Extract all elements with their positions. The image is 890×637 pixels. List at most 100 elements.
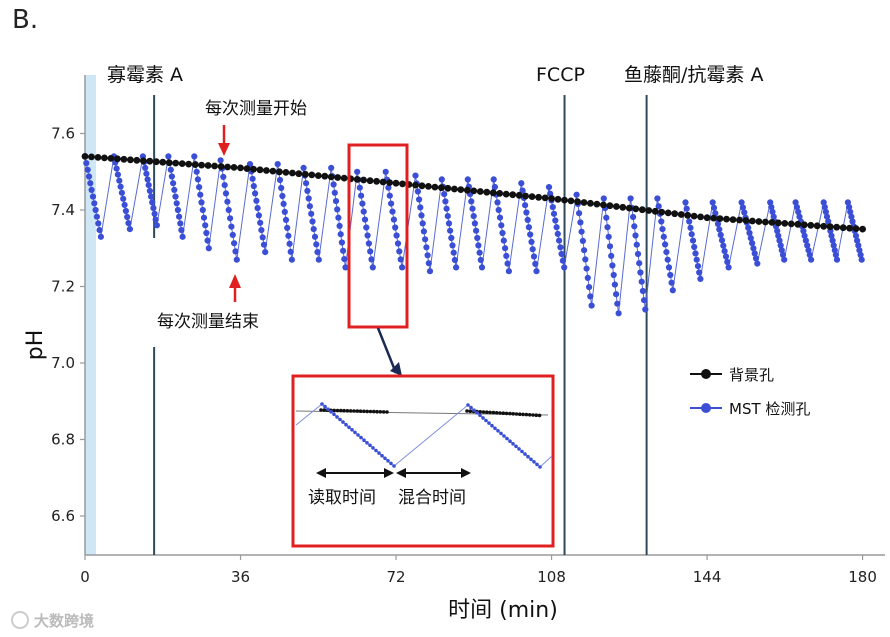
background-data-point <box>230 164 238 171</box>
inset-background-point <box>322 408 327 412</box>
mst-data-point <box>608 252 615 259</box>
mst-data-point <box>505 268 512 275</box>
inset-background-point <box>378 410 383 414</box>
background-data-point <box>489 189 497 197</box>
mst-data-point <box>821 204 828 211</box>
mst-data-point <box>278 184 285 192</box>
mst-data-point <box>768 204 775 211</box>
background-data-point <box>198 161 206 169</box>
mst-data-point <box>89 193 97 200</box>
mst-data-point <box>332 198 340 205</box>
mst-data-point <box>738 199 745 206</box>
background-data-point <box>178 160 186 168</box>
background-data-point <box>107 155 115 162</box>
background-data-point <box>379 178 387 186</box>
background-data-point <box>729 216 737 224</box>
x-tick-label: 72 <box>386 568 405 586</box>
mst-data-point <box>609 262 616 269</box>
mst-data-point <box>262 249 269 256</box>
background-data-point <box>308 171 316 179</box>
mst-data-point <box>796 213 803 220</box>
background-data-point <box>664 209 672 217</box>
injection-label: 鱼藤酮/抗霉素 A <box>624 64 763 86</box>
mst-data-point <box>502 245 509 252</box>
mst-data-point <box>249 175 256 182</box>
mst-data-point <box>453 264 460 271</box>
mst-data-point <box>311 233 319 240</box>
mst-data-point <box>696 269 703 276</box>
inset-mst-point <box>490 423 494 428</box>
background-data-point <box>418 182 426 190</box>
mst-data-point <box>279 192 286 200</box>
background-data-point <box>438 184 445 192</box>
mst-data-point <box>710 204 718 211</box>
inset-mst-point <box>380 453 384 458</box>
mst-data-point <box>545 184 553 191</box>
background-data-point <box>645 207 653 214</box>
background-data-point <box>276 168 283 176</box>
mst-data-point <box>739 204 747 211</box>
inset-mst-point <box>466 403 470 407</box>
mst-data-point <box>303 180 310 187</box>
mst-data-point <box>474 234 481 242</box>
mst-data-point <box>529 246 536 253</box>
mst-data-point <box>336 222 343 229</box>
background-data-point <box>839 224 847 232</box>
inset-mst-point <box>481 416 485 420</box>
mst-data-point <box>745 224 752 231</box>
mst-data-point <box>204 237 211 244</box>
mst-data-point <box>605 233 612 240</box>
mst-data-point <box>692 250 699 257</box>
mst-data-point <box>525 224 533 231</box>
mst-data-point <box>554 230 561 237</box>
mst-data-point <box>844 199 852 206</box>
inset-background-point <box>465 409 469 413</box>
mst-data-point <box>846 204 853 211</box>
mst-data-point <box>604 224 611 231</box>
inset-mst-point <box>392 464 396 468</box>
background-data-point <box>749 217 756 225</box>
mst-data-point <box>634 250 642 258</box>
watermark-text: 大数跨境 <box>34 612 94 630</box>
background-data-point <box>269 167 277 175</box>
mst-data-point <box>557 244 564 251</box>
mst-data-point <box>747 235 754 242</box>
mst-data-point <box>310 226 317 233</box>
inset-background-point <box>521 412 525 417</box>
mst-data-point <box>444 213 451 220</box>
mst-data-point <box>556 237 563 244</box>
mst-data-point <box>172 193 179 200</box>
mst-data-point <box>416 196 423 203</box>
mst-data-point <box>683 205 690 212</box>
mst-data-point <box>114 171 121 178</box>
mst-data-point <box>113 165 120 172</box>
mst-data-point <box>528 238 535 245</box>
mst-data-point <box>388 200 395 207</box>
mst-data-point <box>84 166 91 173</box>
mst-data-point <box>750 245 757 252</box>
background-data-point <box>88 153 95 161</box>
legend: 背景孔 MST 检测孔 <box>690 366 810 418</box>
background-data-point <box>301 170 309 178</box>
mst-data-point <box>852 232 860 239</box>
inset-background-point <box>491 410 496 415</box>
mst-data-point <box>495 206 502 214</box>
mst-data-point <box>121 201 128 208</box>
background-data-point <box>256 166 264 174</box>
inset-mst-point <box>475 411 479 415</box>
mst-data-point <box>231 240 238 247</box>
inset-mst-point <box>472 408 476 413</box>
mst-data-point <box>716 226 723 233</box>
mst-data-point <box>552 217 559 224</box>
inset-background-point <box>355 409 360 413</box>
mst-data-point <box>749 240 756 247</box>
mst-data-point <box>258 227 265 234</box>
inset-background-point <box>342 408 346 413</box>
mst-data-point <box>717 231 724 238</box>
x-tick-label: 108 <box>537 568 566 586</box>
background-data-point <box>710 214 717 222</box>
mst-data-point <box>682 199 689 206</box>
mst-data-point <box>150 205 157 212</box>
inset-mst-point <box>374 448 378 453</box>
mst-data-point <box>179 233 186 240</box>
